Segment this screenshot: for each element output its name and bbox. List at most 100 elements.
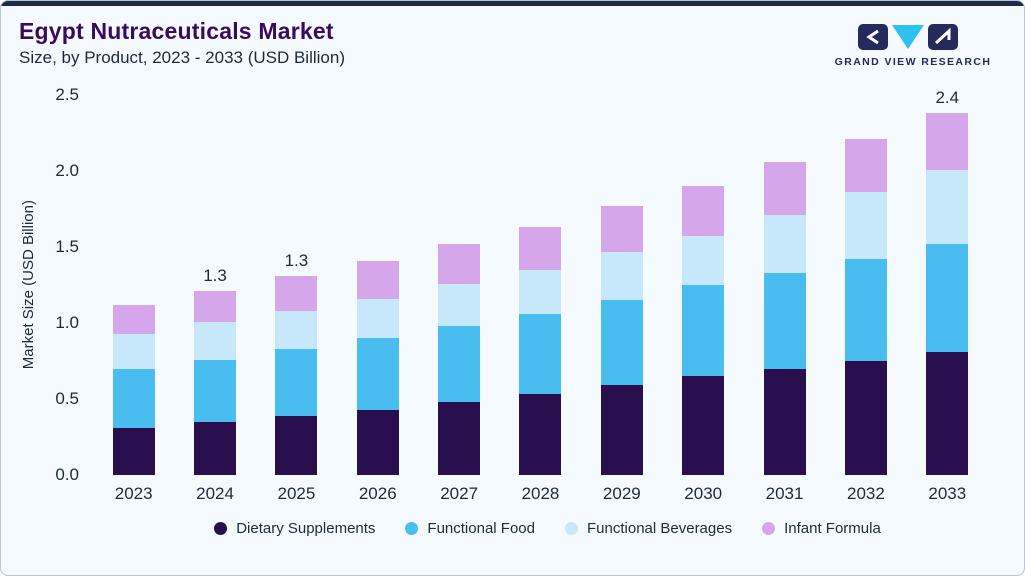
bar-segment-dietary-supplements bbox=[275, 415, 318, 475]
bar-segment-infant-formula bbox=[194, 291, 237, 322]
bar-column-2032 bbox=[825, 139, 906, 475]
x-tick-label: 2030 bbox=[684, 484, 723, 503]
y-tick-label: 2.0 bbox=[55, 161, 79, 180]
bar-column-2023 bbox=[93, 304, 174, 475]
bar-segment-dietary-supplements bbox=[356, 409, 399, 475]
bar-segment-functional-food bbox=[356, 338, 399, 410]
legend-item-functional-food: Functional Food bbox=[405, 520, 535, 537]
bar-segment-infant-formula bbox=[926, 113, 969, 170]
bar-stack bbox=[519, 227, 562, 475]
x-tick-label: 2032 bbox=[847, 484, 885, 503]
x-tick-label: 2026 bbox=[358, 484, 397, 503]
bar-column-2029 bbox=[581, 206, 662, 475]
bar-segment-functional-beverages bbox=[356, 298, 399, 339]
bar-segment-functional-food bbox=[194, 359, 237, 422]
top-accent-bar bbox=[1, 1, 1024, 6]
bar-column-2028 bbox=[500, 227, 581, 475]
bar-segment-functional-beverages bbox=[844, 192, 887, 260]
logo-left-square bbox=[858, 24, 888, 50]
legend-swatch bbox=[405, 522, 419, 535]
grand-view-research-logo: GRAND VIEW RESEARCH bbox=[828, 18, 998, 75]
bar-segment-infant-formula bbox=[275, 275, 318, 311]
bar-value-label: 1.3 bbox=[203, 266, 227, 286]
bar-segment-infant-formula bbox=[682, 186, 725, 237]
bar-segment-functional-beverages bbox=[600, 251, 643, 301]
plot-area: 1.3 1.3 2.4 2023 2024 2025 2026 2027 2028 2029 20… bbox=[87, 88, 994, 504]
legend-label: Functional Beverages bbox=[587, 520, 733, 537]
bar-segment-functional-beverages bbox=[194, 321, 237, 360]
bar-segment-infant-formula bbox=[519, 227, 562, 270]
bar-segment-dietary-supplements bbox=[112, 427, 155, 475]
y-axis-title-wrap: Market Size (USD Billion) bbox=[13, 95, 43, 475]
x-tick-label: 2024 bbox=[196, 484, 234, 503]
bar-segment-infant-formula bbox=[844, 139, 887, 193]
bar-segment-infant-formula bbox=[763, 161, 806, 216]
legend-item-infant-formula: Infant Formula bbox=[762, 520, 881, 537]
bar-segment-dietary-supplements bbox=[926, 351, 969, 475]
legend-label: Infant Formula bbox=[784, 520, 881, 537]
y-tick-label: 2.5 bbox=[55, 85, 79, 104]
heading-block: Egypt Nutraceuticals Market Size, by Pro… bbox=[19, 18, 345, 68]
y-tick-label: 1.0 bbox=[55, 313, 79, 332]
bar-segment-infant-formula bbox=[600, 206, 643, 252]
bar-column-2024: 1.3 bbox=[174, 266, 255, 475]
legend-item-dietary-supplements: Dietary Supplements bbox=[214, 520, 375, 537]
bar-stack bbox=[194, 291, 237, 475]
x-tick-label: 2028 bbox=[521, 484, 560, 503]
bar-stack bbox=[600, 206, 643, 475]
bar-segment-functional-beverages bbox=[519, 269, 562, 314]
bar-segment-functional-food bbox=[763, 272, 806, 369]
y-tick-label: 0.0 bbox=[55, 465, 79, 484]
bar-column-2030 bbox=[663, 186, 744, 475]
bar-stack bbox=[763, 161, 806, 475]
bars: 1.3 1.3 2.4 bbox=[87, 88, 994, 475]
y-tick-label: 0.5 bbox=[55, 389, 79, 408]
bar-segment-functional-food bbox=[275, 348, 318, 416]
bar-segment-functional-beverages bbox=[763, 215, 806, 273]
x-tick-label: 2023 bbox=[114, 484, 153, 503]
bar-segment-dietary-supplements bbox=[519, 394, 562, 475]
bar-segment-dietary-supplements bbox=[600, 385, 643, 475]
bar-segment-functional-beverages bbox=[275, 310, 318, 349]
bar-segment-infant-formula bbox=[438, 243, 481, 284]
bar-stack bbox=[112, 304, 155, 475]
bar-stack bbox=[438, 243, 481, 475]
bar-value-label: 1.3 bbox=[284, 250, 309, 270]
bar-stack bbox=[926, 113, 969, 475]
bar-segment-functional-food bbox=[682, 285, 725, 377]
legend-swatch bbox=[214, 522, 228, 535]
x-tick-label: 2033 bbox=[928, 484, 967, 503]
y-axis-ticks: 2.5 2.0 1.5 1.0 0.5 0.0 bbox=[43, 85, 87, 484]
bar-segment-dietary-supplements bbox=[194, 421, 237, 475]
x-tick-label: 2027 bbox=[440, 484, 479, 503]
logo-graphic: GRAND VIEW RESEARCH bbox=[835, 24, 990, 68]
page-subtitle: Size, by Product, 2023 - 2033 (USD Billi… bbox=[19, 48, 345, 67]
bar-segment-dietary-supplements bbox=[438, 402, 481, 475]
bar-segment-functional-food bbox=[519, 313, 562, 395]
bar-stack bbox=[275, 275, 318, 475]
bar-segment-functional-beverages bbox=[438, 283, 481, 327]
stacked-bar-chart: Market Size (USD Billion) 2.5 2.0 1.5 1.0 0.… bbox=[1, 85, 1024, 504]
x-tick-label: 2025 bbox=[277, 484, 316, 503]
y-tick-label: 1.5 bbox=[55, 237, 79, 256]
legend-label: Functional Food bbox=[427, 520, 535, 537]
legend-swatch bbox=[762, 522, 776, 535]
bar-segment-dietary-supplements bbox=[682, 376, 725, 475]
logo-left-chevron-icon bbox=[866, 29, 879, 45]
bar-segment-functional-beverages bbox=[682, 236, 725, 286]
logo-triangle-icon bbox=[892, 25, 924, 49]
bar-column-2025: 1.3 bbox=[256, 251, 337, 475]
bar-segment-dietary-supplements bbox=[763, 368, 806, 475]
legend-label: Dietary Supplements bbox=[236, 520, 376, 537]
legend: Dietary Supplements Functional Food Functi… bbox=[1, 504, 1024, 537]
logo-right-arrow-icon bbox=[934, 27, 951, 45]
bar-segment-functional-beverages bbox=[112, 333, 155, 369]
legend-item-functional-beverages: Functional Beverages bbox=[565, 520, 732, 537]
x-axis-labels: 2023 2024 2025 2026 2027 2028 2029 2030 2031 2032… bbox=[87, 475, 994, 504]
y-axis-title: Market Size (USD Billion) bbox=[19, 200, 37, 370]
bar-stack bbox=[356, 260, 399, 475]
bar-column-2033: 2.4 bbox=[907, 88, 988, 475]
header: Egypt Nutraceuticals Market Size, by Pro… bbox=[1, 6, 1024, 79]
x-tick-label: 2029 bbox=[602, 484, 641, 503]
